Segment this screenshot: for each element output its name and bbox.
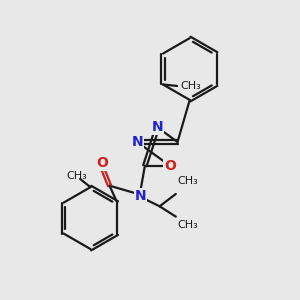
Text: N: N	[152, 120, 163, 134]
Text: O: O	[96, 156, 108, 170]
Text: N: N	[131, 135, 143, 149]
Text: CH₃: CH₃	[177, 176, 198, 186]
Text: CH₃: CH₃	[177, 220, 198, 230]
Text: O: O	[164, 159, 176, 173]
Text: CH₃: CH₃	[181, 81, 201, 91]
Text: CH₃: CH₃	[67, 171, 88, 181]
Text: N: N	[135, 189, 146, 203]
